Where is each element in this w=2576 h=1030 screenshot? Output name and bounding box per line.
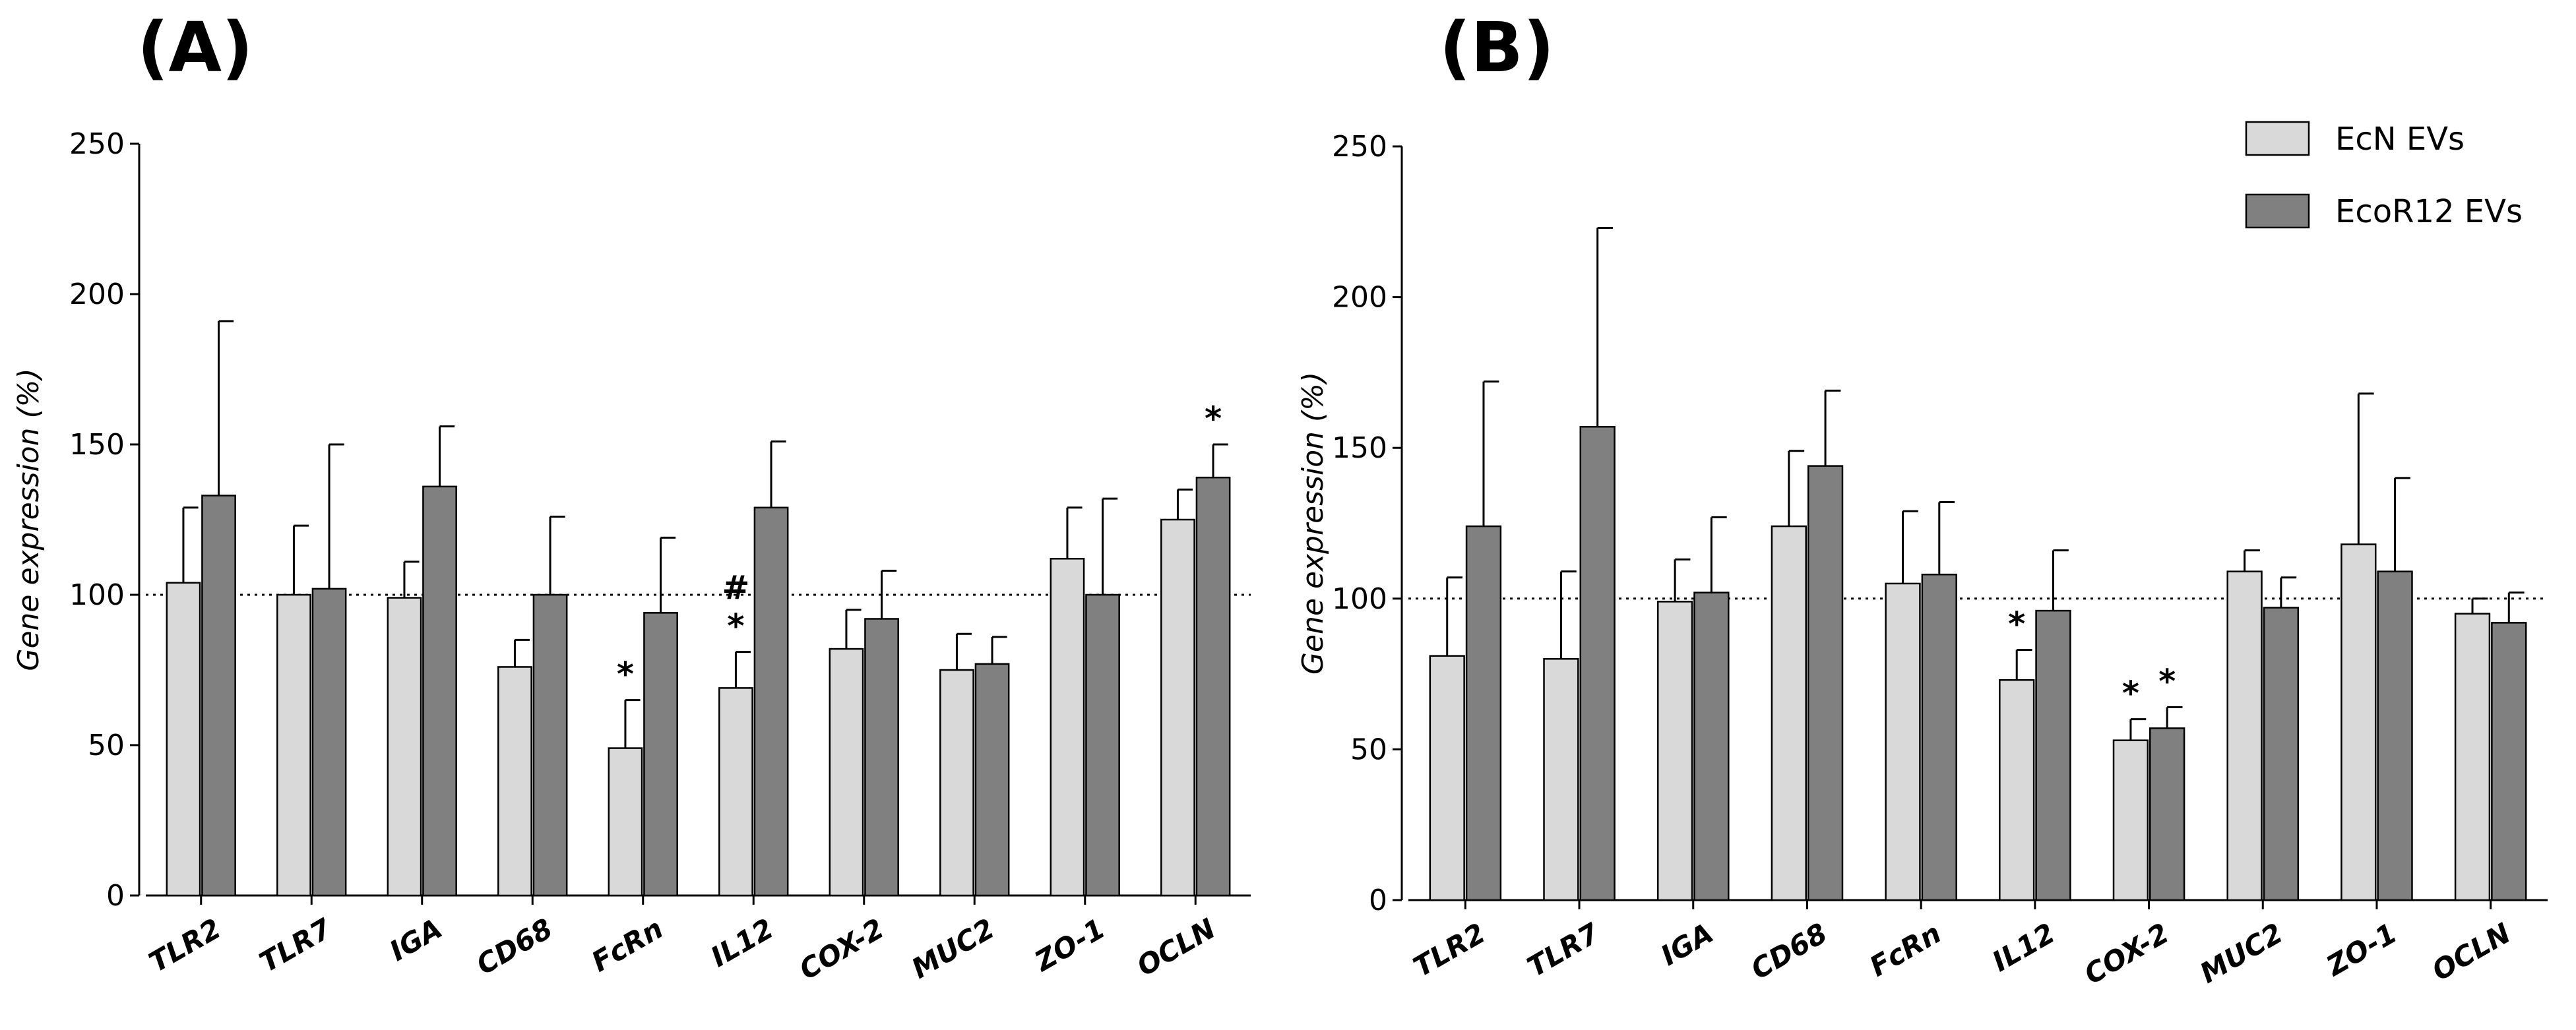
legend-swatch: [2245, 121, 2310, 156]
bar-ecor12-tlr2: [201, 495, 236, 897]
bar-ecor12-il12: [2035, 609, 2071, 901]
bar-ecn-il12: [718, 687, 753, 897]
x-category-label: OCLN: [1131, 912, 1221, 983]
x-category-label: FcRn: [586, 912, 669, 978]
panel-a-chart: (A) Gene expression (%) 0 50 100 150 200 250 TLR…: [12, 7, 1251, 986]
x-category-label: TLR7: [1522, 917, 1605, 983]
y-tick-label: 0: [106, 879, 125, 913]
significance-mark: *: [617, 655, 634, 694]
legend: EcN EVs EcoR12 EVs: [2245, 121, 2523, 230]
x-category-label: CD68: [1745, 917, 1833, 986]
x-category-label: TLR7: [254, 912, 337, 979]
bar-ecn-zo-1: [1050, 558, 1085, 897]
x-category-label: MUC2: [906, 912, 1000, 985]
bar-ecor12-cd68: [532, 593, 568, 897]
bar-ecn-tlr7: [276, 593, 311, 897]
bar-ecn-muc2: [2226, 570, 2263, 901]
significance-mark: *: [2008, 605, 2025, 644]
bar-ecn-iga: [387, 597, 422, 897]
y-tick-label: 250: [1332, 130, 1387, 164]
bar-ecor12-il12: [753, 506, 789, 897]
bar-ecn-zo-1: [2340, 543, 2377, 901]
y-tick-label: 50: [1350, 733, 1387, 766]
x-category-label: COX-2: [794, 912, 889, 986]
bar-ecn-ocln: [1160, 518, 1195, 897]
x-category-label: IL12: [1987, 917, 2061, 978]
significance-mark: *: [2158, 662, 2176, 700]
bar-ecor12-cox-2: [2149, 727, 2185, 901]
x-category-label: CD68: [471, 912, 558, 981]
y-tick-label: 200: [1332, 281, 1387, 315]
x-category-label: IGA: [1655, 917, 1718, 972]
bar-ecor12-zo-1: [1085, 593, 1120, 897]
bar-ecor12-fcrn: [1921, 573, 1957, 901]
x-category-label: TLR2: [144, 912, 227, 979]
x-category-label: ZO-1: [1028, 912, 1111, 978]
y-axis-title: Gene expression (%): [1296, 372, 1330, 675]
significance-mark: *: [727, 607, 744, 646]
bar-ecn-fcrn: [608, 747, 643, 897]
x-category-label: TLR2: [1408, 917, 1491, 983]
bar-ecor12-iga: [422, 485, 457, 897]
y-tick-label: 250: [69, 127, 125, 161]
bar-ecor12-fcrn: [643, 612, 678, 897]
x-category-label: IGA: [384, 912, 447, 967]
significance-mark: #: [722, 569, 749, 607]
significance-mark: *: [1205, 400, 1222, 438]
x-category-label: IL12: [705, 912, 779, 973]
bar-ecor12-tlr7: [311, 588, 347, 897]
bar-ecn-tlr7: [1543, 657, 1579, 901]
bar-ecn-cox-2: [829, 648, 864, 897]
y-tick-label: 0: [1369, 884, 1387, 917]
y-tick-label: 100: [69, 578, 125, 612]
panel-label: (A): [137, 7, 253, 88]
y-tick-label: 150: [1332, 431, 1387, 465]
y-tick-label: 150: [69, 428, 125, 462]
bar-ecn-tlr2: [166, 582, 201, 897]
bar-ecn-cd68: [497, 666, 532, 897]
bar-ecn-ocln: [2454, 613, 2491, 901]
bar-ecor12-cd68: [1807, 465, 1844, 901]
legend-label: EcoR12 EVs: [2335, 193, 2523, 230]
x-category-label: OCLN: [2427, 917, 2517, 987]
bar-ecn-muc2: [939, 669, 974, 897]
bar-ecor12-muc2: [2263, 607, 2300, 901]
x-category-label: COX-2: [2079, 917, 2174, 990]
bar-ecn-iga: [1656, 601, 1693, 901]
y-tick-label: 200: [69, 278, 125, 311]
bar-ecn-il12: [1999, 679, 2035, 901]
bar-ecn-cd68: [1771, 525, 1807, 901]
bar-ecor12-ocln: [1195, 476, 1231, 897]
bar-ecor12-cox-2: [864, 618, 899, 897]
panel-label: (B): [1439, 7, 1554, 88]
x-category-label: FcRn: [1864, 917, 1947, 983]
bar-ecor12-iga: [1693, 591, 1730, 901]
panel-b-chart: (B) Gene expression (%) 0 50 100 150 200 250 TLR…: [1296, 7, 2548, 990]
bar-ecor12-ocln: [2491, 622, 2527, 901]
bar-ecn-fcrn: [1885, 582, 1921, 901]
legend-swatch: [2245, 193, 2310, 229]
legend-label: EcN EVs: [2335, 121, 2465, 158]
significance-mark: *: [2122, 675, 2139, 713]
bar-ecor12-tlr2: [1465, 525, 1502, 901]
bar-ecn-tlr2: [1429, 655, 1465, 901]
bar-ecor12-zo-1: [2377, 570, 2413, 901]
bar-ecn-cox-2: [2112, 739, 2149, 901]
bar-ecor12-muc2: [974, 663, 1010, 897]
y-tick-label: 50: [88, 729, 125, 762]
y-axis-title: Gene expression (%): [12, 368, 46, 671]
x-category-label: ZO-1: [2320, 917, 2403, 983]
y-tick-label: 100: [1332, 582, 1387, 616]
x-category-label: MUC2: [2195, 917, 2288, 989]
bar-ecor12-tlr7: [1579, 425, 1616, 901]
